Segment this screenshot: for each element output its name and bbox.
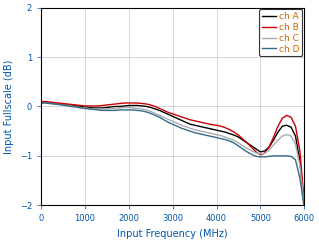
ch D [100,109,104,112]
ch D [267,155,271,158]
Legend: ch A, ch B, ch C, ch D: ch A, ch B, ch C, ch D [259,9,302,56]
ch B [92,104,96,107]
ch B [267,146,271,148]
ch D [302,206,306,209]
ch D [197,132,201,135]
ch C [100,107,104,110]
ch C [267,148,271,151]
Line: ch D: ch D [41,103,304,208]
ch B [197,120,201,123]
ch A [92,106,96,109]
Line: ch B: ch B [41,102,304,203]
ch D [131,108,135,111]
ch B [100,104,104,107]
ch D [180,127,183,130]
ch A [197,125,201,128]
ch A [180,119,183,122]
Line: ch A: ch A [41,103,304,205]
ch A [131,104,135,107]
ch B [131,102,135,104]
ch B [180,115,183,118]
ch A [267,146,271,148]
Y-axis label: Input Fullscale (dB): Input Fullscale (dB) [4,59,14,154]
ch C [92,107,96,110]
ch B [302,201,306,204]
ch C [302,204,306,207]
ch B [39,100,43,103]
ch C [197,129,201,132]
ch A [39,101,43,104]
ch C [39,102,43,104]
ch A [100,106,104,109]
ch D [39,102,43,104]
ch C [180,124,183,127]
X-axis label: Input Frequency (MHz): Input Frequency (MHz) [117,229,228,239]
ch A [302,204,306,207]
ch C [131,106,135,109]
Line: ch C: ch C [41,103,304,205]
ch D [92,108,96,111]
